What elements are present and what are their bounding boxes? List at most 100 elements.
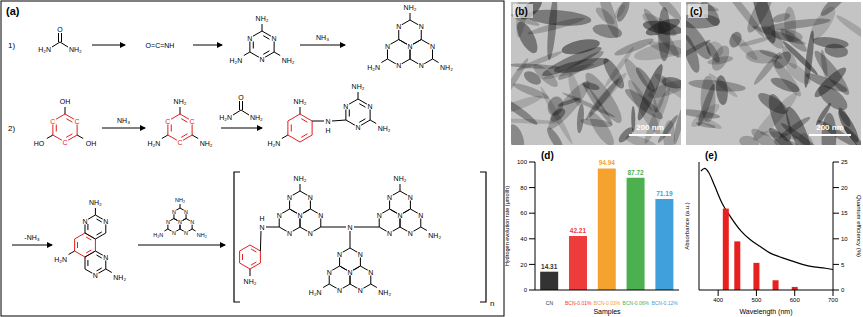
svg-text:N: N (355, 124, 360, 131)
svg-text:40: 40 (520, 236, 527, 242)
svg-text:Absorbance (a.u.): Absorbance (a.u.) (684, 202, 690, 250)
svg-text:60: 60 (520, 210, 527, 216)
svg-text:H: H (325, 127, 330, 134)
svg-text:NH₂: NH₂ (378, 125, 391, 132)
svg-text:C: C (62, 139, 67, 146)
svg-text:N: N (337, 287, 342, 294)
svg-text:1): 1) (8, 41, 15, 50)
svg-text:H₂N: H₂N (309, 289, 322, 296)
svg-text:200 nm: 200 nm (636, 123, 664, 132)
svg-text:Wavelength (nm): Wavelength (nm) (739, 308, 792, 316)
svg-text:Hydrogen evolution rate (μmol/: Hydrogen evolution rate (μmol/h) (505, 186, 510, 266)
svg-text:N: N (277, 212, 282, 219)
svg-text:N: N (308, 194, 313, 201)
svg-text:N: N (368, 269, 373, 276)
svg-text:20: 20 (841, 185, 848, 191)
svg-text:NH₂: NH₂ (404, 4, 417, 11)
svg-text:H₂N: H₂N (148, 140, 161, 147)
svg-text:Samples: Samples (593, 308, 621, 316)
svg-text:71.19: 71.19 (656, 190, 673, 197)
svg-text:N: N (418, 212, 423, 219)
svg-text:OH: OH (60, 98, 71, 105)
svg-text:(a): (a) (6, 5, 20, 17)
svg-text:N: N (93, 272, 98, 279)
svg-text:H₂N: H₂N (219, 114, 232, 121)
svg-text:N: N (82, 218, 87, 225)
svg-text:N: N (325, 118, 330, 125)
svg-text:H₂N: H₂N (268, 140, 281, 147)
svg-text:N: N (337, 251, 342, 258)
svg-text:N: N (287, 194, 292, 201)
svg-text:400: 400 (713, 297, 724, 303)
svg-text:NH₂: NH₂ (352, 83, 365, 90)
svg-text:n: n (490, 299, 494, 308)
svg-text:N: N (358, 287, 363, 294)
svg-text:N: N (259, 56, 264, 63)
svg-text:20: 20 (520, 262, 527, 268)
svg-text:O: O (57, 26, 63, 33)
svg-text:N: N (343, 103, 348, 110)
svg-text:N: N (172, 209, 176, 215)
svg-text:NH₂: NH₂ (282, 57, 295, 64)
svg-text:NH₂: NH₂ (250, 114, 263, 121)
svg-text:N: N (166, 219, 170, 225)
svg-text:BCN-0.03%: BCN-0.03% (594, 300, 621, 306)
svg-text:N: N (419, 62, 424, 69)
svg-text:N: N (368, 103, 373, 110)
svg-text:(c): (c) (690, 6, 702, 17)
svg-text:N: N (103, 254, 108, 261)
svg-text:H₂N: H₂N (38, 46, 51, 53)
svg-text:HO: HO (34, 140, 45, 147)
svg-text:N: N (178, 219, 182, 225)
svg-text:N: N (297, 212, 302, 219)
svg-text:N: N (430, 43, 435, 50)
svg-text:O=C=NH: O=C=NH (146, 42, 175, 49)
svg-text:NH₂: NH₂ (89, 199, 102, 206)
svg-text:N: N (327, 269, 332, 276)
svg-text:N: N (396, 23, 401, 30)
svg-text:14.31: 14.31 (541, 263, 558, 270)
svg-text:N: N (347, 269, 352, 276)
svg-text:NH₃: NH₃ (316, 34, 329, 41)
svg-text:C: C (165, 118, 170, 125)
svg-text:80: 80 (520, 185, 527, 191)
svg-text:BCN-0.01%: BCN-0.01% (565, 300, 592, 306)
svg-text:0: 0 (841, 287, 845, 293)
svg-text:0: 0 (524, 287, 528, 293)
svg-text:N: N (387, 230, 392, 237)
svg-text:N: N (272, 35, 277, 42)
svg-text:N: N (287, 230, 292, 237)
svg-text:NH₃: NH₃ (117, 117, 130, 124)
svg-text:200 nm: 200 nm (816, 123, 844, 132)
svg-text:NH₂: NH₂ (197, 232, 207, 238)
svg-text:10: 10 (841, 236, 848, 242)
svg-text:C: C (177, 139, 182, 146)
svg-text:NH₂: NH₂ (244, 278, 257, 285)
svg-text:87.72: 87.72 (627, 169, 644, 176)
svg-text:NH₂: NH₂ (69, 46, 82, 53)
svg-text:N: N (407, 43, 412, 50)
svg-text:NH₂: NH₂ (294, 175, 307, 182)
svg-text:(b): (b) (515, 6, 528, 17)
svg-text:N: N (308, 230, 313, 237)
svg-text:NH₂: NH₂ (394, 175, 407, 182)
svg-text:500: 500 (751, 297, 762, 303)
svg-text:N: N (397, 212, 402, 219)
svg-text:N: N (385, 43, 390, 50)
svg-text:NH₂: NH₂ (294, 98, 307, 105)
svg-text:N: N (259, 224, 264, 231)
svg-text:N: N (377, 212, 382, 219)
svg-text:N: N (387, 194, 392, 201)
svg-text:NH₂: NH₂ (174, 98, 187, 105)
svg-text:100: 100 (517, 159, 528, 165)
svg-text:NH₂: NH₂ (175, 197, 185, 203)
svg-text:N: N (419, 23, 424, 30)
svg-text:Quantum efficiency (%): Quantum efficiency (%) (856, 195, 862, 257)
svg-text:N: N (347, 224, 352, 231)
svg-text:600: 600 (790, 297, 801, 303)
svg-text:NH₂: NH₂ (378, 289, 391, 296)
svg-text:BCN-0.06%: BCN-0.06% (623, 300, 650, 306)
svg-text:H₂N: H₂N (54, 256, 67, 263)
svg-text:NH₂: NH₂ (440, 64, 453, 71)
svg-text:N: N (247, 35, 252, 42)
